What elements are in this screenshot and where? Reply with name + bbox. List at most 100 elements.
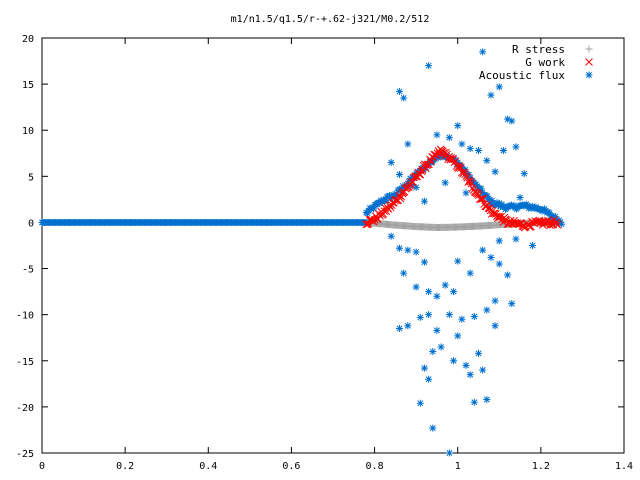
data-point: [483, 157, 491, 165]
data-point: [523, 202, 531, 210]
data-point: [454, 164, 463, 173]
data-point: [553, 221, 562, 229]
data-point: [454, 158, 462, 166]
data-point: [433, 292, 441, 300]
data-point: [393, 190, 401, 198]
data-point: [400, 94, 408, 102]
data-point: [387, 195, 395, 203]
y-tick-label: -5: [22, 265, 34, 276]
data-point: [558, 220, 566, 228]
data-point: [458, 315, 466, 323]
data-point: [400, 269, 408, 277]
data-point: [516, 194, 524, 202]
data-point: [479, 246, 487, 254]
legend-marker: [585, 71, 593, 79]
data-point: [445, 449, 453, 457]
data-point: [494, 201, 502, 209]
data-point: [387, 232, 395, 240]
data-point: [465, 171, 473, 179]
data-point: [404, 322, 412, 330]
data-point: [477, 185, 485, 193]
data-point: [425, 288, 433, 296]
data-point: [479, 366, 487, 374]
data-point: [504, 271, 512, 279]
data-point: [470, 398, 478, 406]
plot-area: 0 0.2 0.4 0.6 0.8 1 1.2 1.4 20 15 10 5 0 -5 -10 -15 -20 -…: [16, 34, 633, 472]
data-point: [529, 242, 537, 249]
data-point: [466, 269, 474, 277]
data-point: [514, 220, 523, 228]
data-point: [396, 170, 404, 178]
data-point: [420, 364, 428, 372]
data-point: [454, 122, 462, 130]
data-point: [454, 332, 462, 340]
data-point: [462, 189, 470, 197]
data-point: [415, 170, 424, 179]
data-point: [420, 197, 428, 205]
data-point: [396, 325, 404, 332]
legend-marker: [585, 58, 593, 66]
data-point: [429, 424, 437, 432]
data-point: [508, 300, 516, 308]
data-point: [409, 178, 417, 186]
data-point: [445, 134, 453, 142]
data-point: [462, 361, 470, 369]
series-acoustic-flux: [38, 48, 566, 457]
data-point: [487, 200, 495, 208]
data-point: [455, 162, 464, 170]
data-point: [412, 283, 420, 291]
data-point: [479, 48, 487, 56]
data-point: [433, 131, 441, 139]
data-point: [512, 235, 520, 243]
data-point: [441, 179, 449, 187]
data-point: [475, 147, 482, 155]
data-point: [541, 205, 549, 213]
data-point: [370, 205, 378, 213]
data-point: [495, 260, 503, 268]
data-point: [487, 253, 495, 261]
data-point: [450, 288, 458, 296]
data-point: [363, 209, 371, 217]
data-point: [470, 313, 478, 321]
data-point: [491, 322, 499, 330]
data-point: [376, 200, 384, 208]
legend-label: G work: [525, 56, 565, 69]
data-point: [495, 83, 503, 91]
data-point: [460, 168, 468, 177]
x-tick-label: 0: [39, 461, 45, 472]
x-tick-label: 0.4: [199, 461, 217, 472]
legend-label: R stress: [512, 43, 565, 56]
data-point: [476, 195, 484, 203]
data-point: [441, 281, 449, 289]
data-point: [404, 246, 412, 254]
data-point: [454, 257, 462, 265]
plot-frame: [41, 37, 625, 454]
data-point: [486, 196, 494, 204]
data-point: [404, 140, 412, 148]
data-point: [504, 115, 512, 123]
data-point: [396, 244, 404, 252]
data-point: [387, 159, 395, 166]
data-point: [427, 157, 435, 166]
data-point: [487, 91, 495, 99]
data-point: [425, 375, 433, 383]
data-point: [478, 194, 486, 203]
data-point: [545, 209, 553, 217]
data-point: [378, 198, 386, 206]
y-tick-label: 0: [28, 218, 34, 229]
data-point: [483, 396, 491, 404]
data-point: [385, 192, 393, 200]
data-point: [510, 201, 518, 209]
data-point: [488, 197, 496, 205]
data-point: [416, 313, 424, 321]
data-point: [475, 349, 482, 357]
data-point: [527, 204, 535, 212]
data-point: [386, 203, 395, 212]
data-point: [499, 147, 507, 155]
y-tick-label: -20: [16, 403, 34, 414]
data-point: [382, 196, 390, 204]
data-point: [433, 326, 441, 334]
data-point: [552, 213, 560, 221]
